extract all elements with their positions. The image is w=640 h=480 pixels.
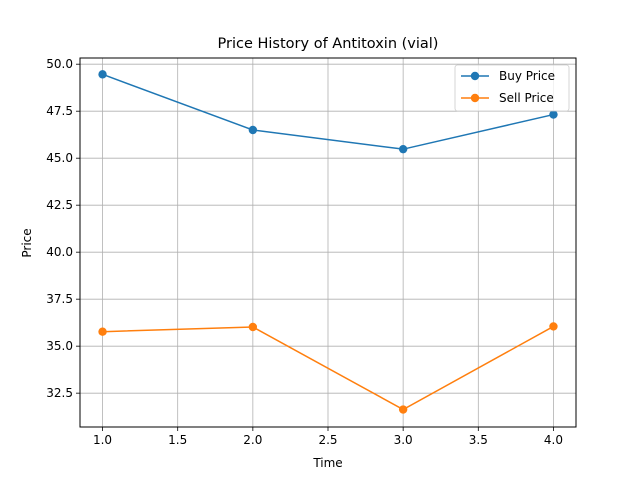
series-line-sell-price [102,325,554,411]
x-tick-label: 3.5 [469,433,488,447]
x-tick-label: 1.5 [168,433,187,447]
y-tick-label: 47.5 [46,104,73,118]
x-tick-label: 1.0 [93,433,112,447]
series-buy-price [98,70,558,154]
series-line-buy-price [102,73,554,150]
y-axis-ticks: 32.5 35.0 37.5 40.0 42.5 45.0 47.5 50.0 [46,57,80,400]
legend-label: Buy Price [499,69,555,83]
x-axis-ticks: 1.0 1.5 2.0 2.5 3.0 3.5 4.0 [93,427,563,447]
y-tick-label: 40.0 [46,245,73,259]
y-tick-label: 50.0 [46,57,73,71]
grid [80,58,576,427]
legend-label: Sell Price [499,91,554,105]
x-tick-label: 3.0 [394,433,413,447]
x-tick-label: 2.5 [318,433,337,447]
x-tick-label: 4.0 [544,433,563,447]
data-point-sell-price [248,322,258,332]
x-tick-label: 2.0 [243,433,262,447]
y-tick-label: 42.5 [46,198,73,212]
data-point-buy-price [98,70,107,79]
chart-title: Price History of Antitoxin (vial) [218,36,439,52]
legend-marker [470,93,480,103]
x-axis-label: Time [312,456,342,470]
y-tick-label: 35.0 [46,339,73,353]
legend-item-buy-price: Buy Price [461,69,555,83]
data-point-sell-price [98,327,107,336]
data-point-buy-price [398,144,408,154]
data-point-sell-price [398,405,408,414]
series-layer [98,70,558,414]
y-tick-label: 32.5 [46,386,73,400]
data-point-buy-price [549,110,558,119]
legend-item-sell-price: Sell Price [461,91,554,105]
grid-vertical-lines [102,58,554,427]
y-tick-label: 37.5 [46,292,73,306]
y-axis-label: Price [20,228,34,257]
legend: Buy Price Sell Price [454,64,570,112]
y-tick-label: 45.0 [46,151,73,165]
series-sell-price [98,322,558,414]
legend-marker [470,71,480,81]
data-point-sell-price [549,322,558,331]
data-point-buy-price [248,125,258,135]
